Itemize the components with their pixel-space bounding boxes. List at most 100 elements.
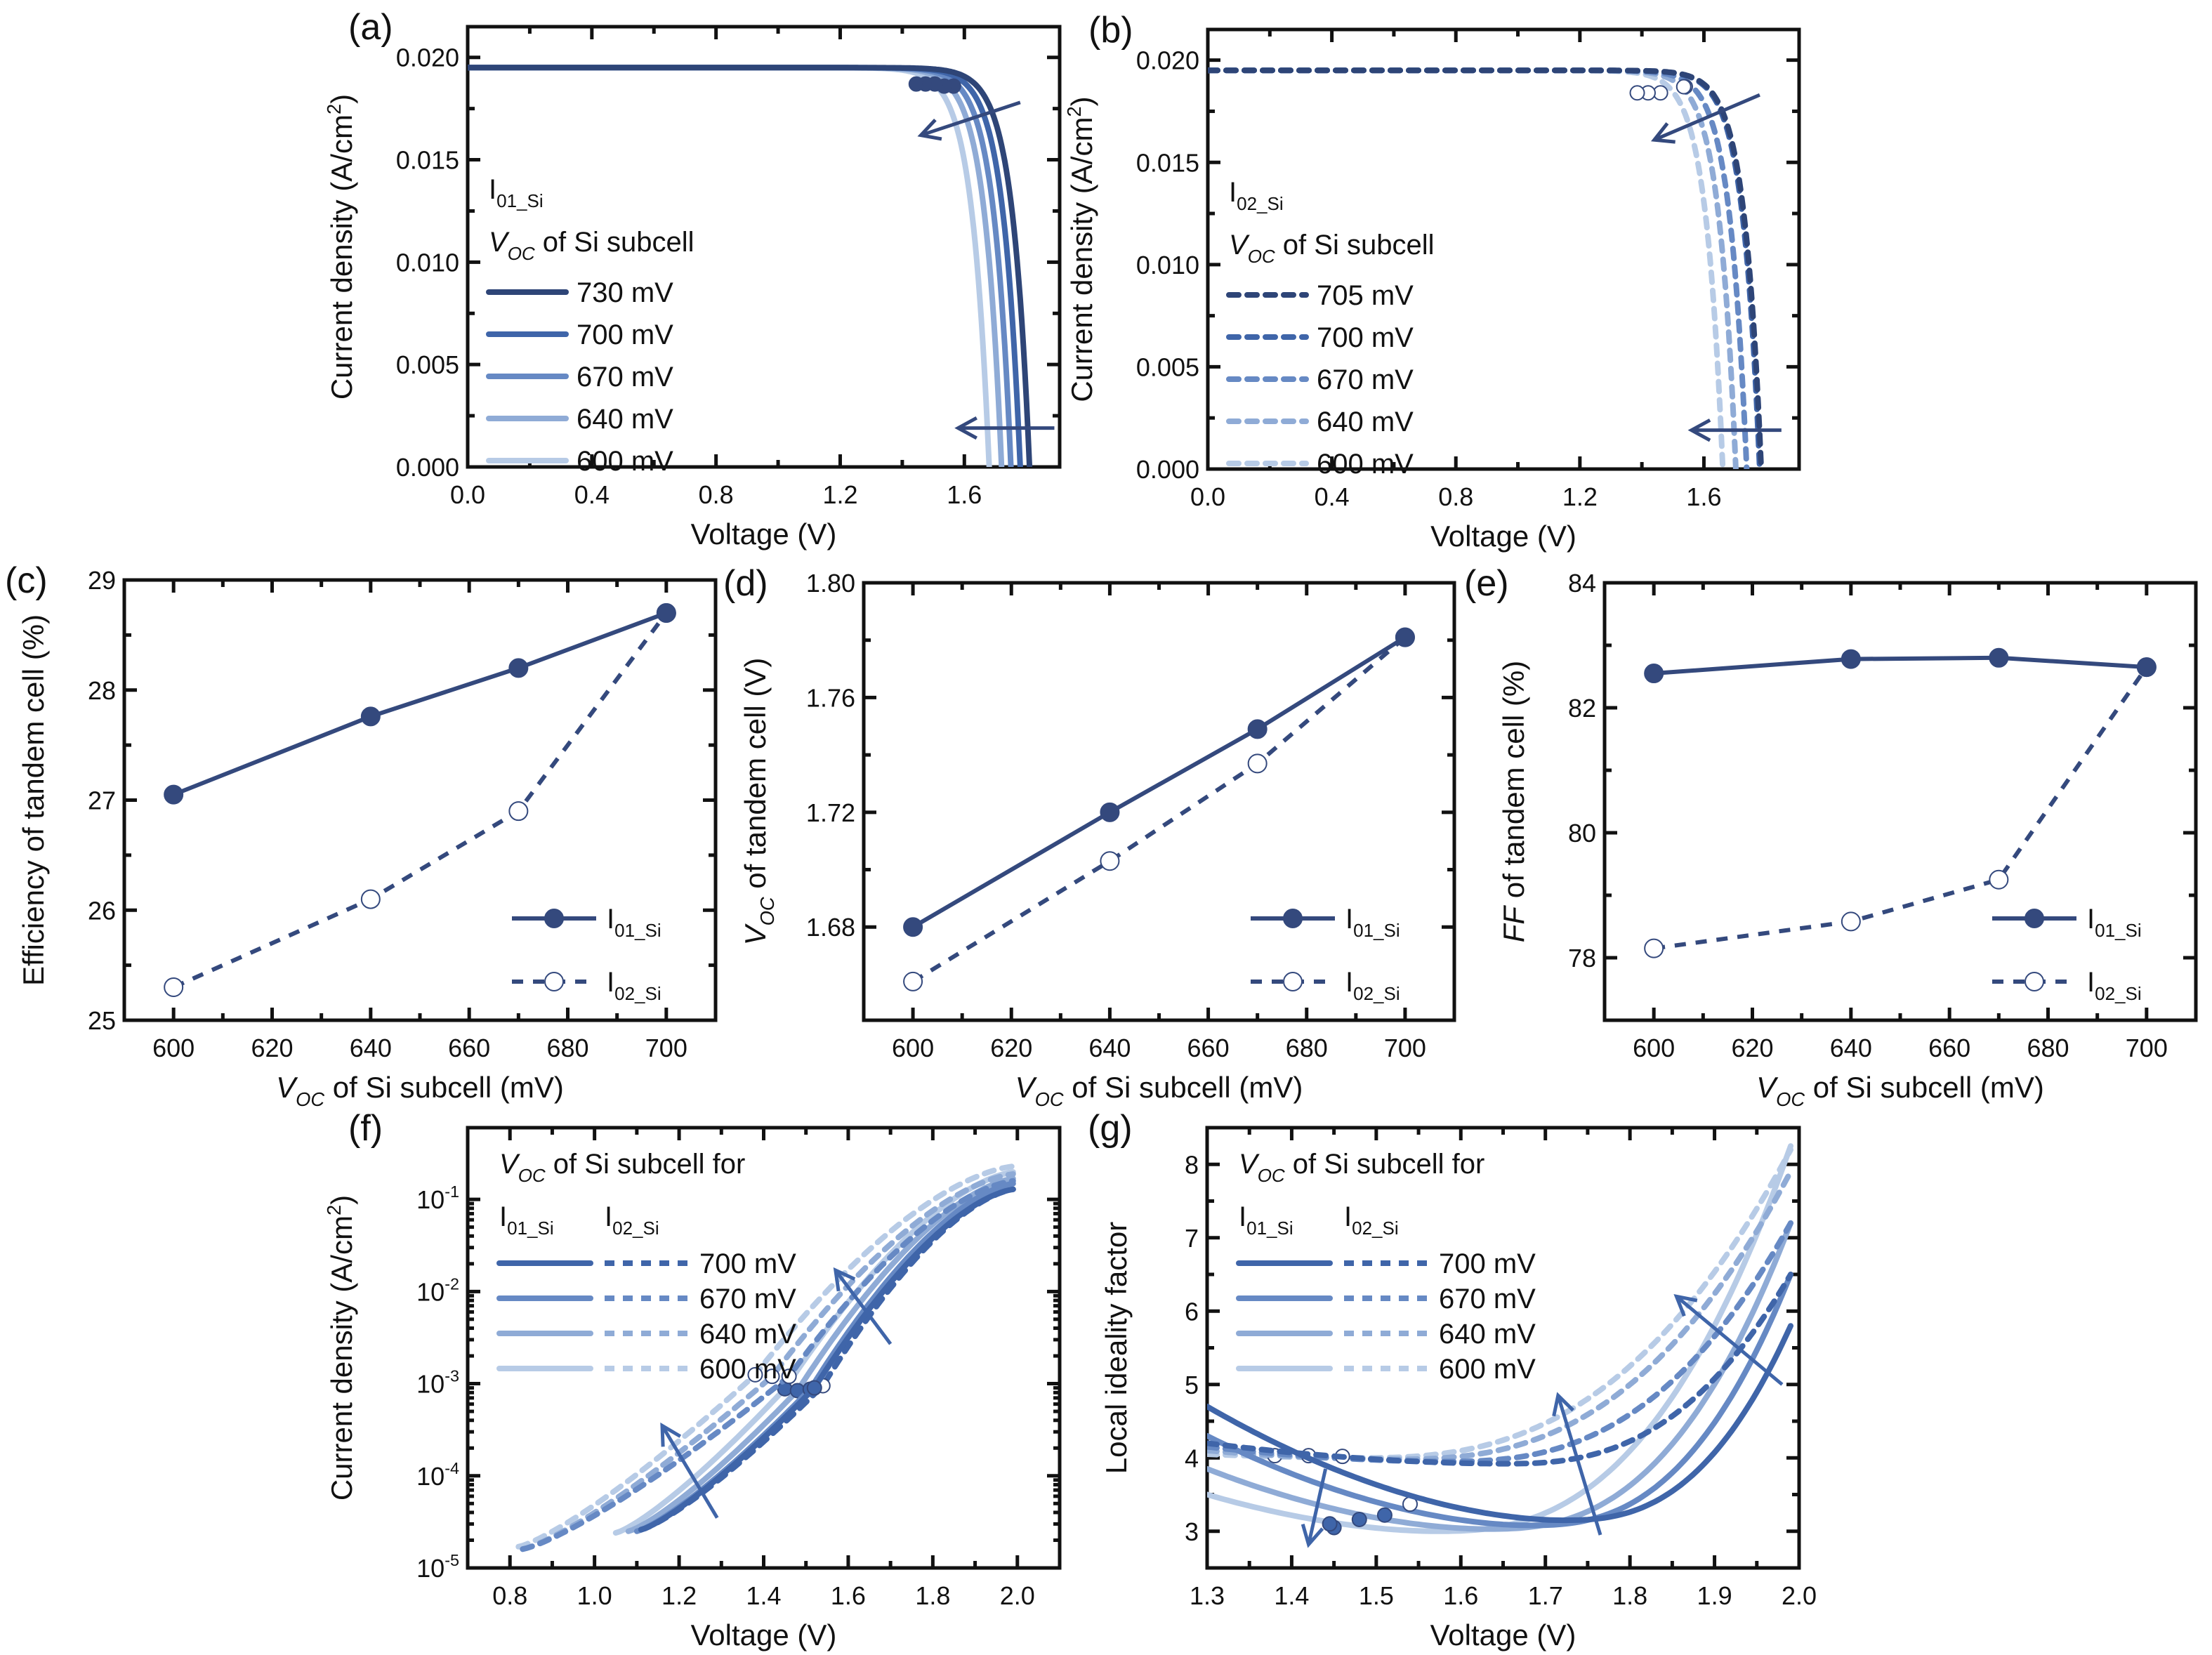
y-tick-label: 0.015 — [396, 146, 459, 175]
trend-arrow-1-head — [1687, 418, 1711, 442]
x-tick-label: 620 — [251, 1034, 293, 1062]
legend-label: I02_Si — [2087, 967, 2142, 1004]
mpp-marker — [781, 1369, 797, 1385]
data-point-I01_Si — [1644, 664, 1664, 684]
x-tick-label: 1.8 — [915, 1581, 950, 1610]
mpp-marker — [908, 76, 924, 92]
legend-label: 640 mV — [699, 1319, 796, 1350]
series-line-I01_Si — [911, 635, 1407, 929]
panel-b: 0.0 0.4 0.8 1.2 1.6 0.000 0.005 0.010 0.015 0.020… — [1063, 10, 1801, 553]
x-tick-label: 1.9 — [1697, 1581, 1732, 1610]
x-axis-title: Voltage (V) — [691, 1618, 837, 1651]
x-tick-label: 660 — [448, 1034, 490, 1062]
trend-arrow-0-shaft — [1307, 1468, 1328, 1545]
y-tick-label: 1.80 — [806, 569, 855, 598]
y-tick-label: 3 — [1185, 1517, 1199, 1546]
legend-label: 640 mV — [1317, 407, 1414, 437]
legend-label: 600 mV — [699, 1354, 796, 1385]
mpp-marker — [1322, 1516, 1338, 1532]
legend-label: I01_Si — [607, 904, 661, 941]
legend-title: VOC of Si subcell for — [1239, 1149, 1484, 1186]
x-tick-label: 0.8 — [492, 1581, 527, 1610]
series-line-730mV — [468, 65, 1033, 467]
trend-arrow-1-head — [954, 416, 977, 440]
x-tick-label: 0.0 — [450, 480, 485, 509]
trend-arrow-0-shaft — [660, 1425, 719, 1519]
x-axis-title: Voltage (V) — [691, 517, 837, 550]
data-point-I02_Si — [1841, 911, 1861, 932]
plot-area — [1208, 67, 1765, 469]
y-axis-title: FF of tandem cell (%) — [1497, 661, 1530, 942]
y-tick-label: 4 — [1185, 1444, 1199, 1472]
x-tick-label: 660 — [1187, 1034, 1230, 1062]
y-tick-label: 1.72 — [806, 798, 855, 827]
x-tick-label: 0.4 — [1315, 482, 1350, 511]
x-tick-label: 600 — [152, 1034, 195, 1062]
legend-label: 700 mV — [577, 319, 673, 350]
legend-label: 600 mV — [1439, 1354, 1536, 1385]
series-line-I01_Si — [173, 611, 667, 797]
panel-f: 0.8 1.0 1.2 1.4 1.6 1.8 2.0 10-5 10-4 10-3 10-2 10-… — [323, 1108, 1062, 1651]
legend-marker — [1283, 909, 1303, 928]
trend-arrow-2-head — [1673, 1294, 1698, 1317]
trend-arrow-0-head — [1301, 1524, 1324, 1548]
y-tick-label: 5 — [1185, 1371, 1199, 1399]
legend-marker — [544, 972, 564, 991]
data-point-I01_Si — [360, 706, 381, 727]
data-point-I01_Si — [2136, 657, 2157, 678]
y-axis-title: VOC of tandem cell (V) — [739, 658, 778, 946]
panel-d: 600 620 640 660 680 700 1.68 1.72 1.76 1.80 VOC of… — [723, 563, 1456, 1110]
legend-label: 705 mV — [1317, 280, 1414, 311]
series-solid-700mV — [1207, 1323, 1793, 1524]
x-axis-title: VOC of Si subcell (mV) — [1756, 1071, 2044, 1110]
x-tick-label: 1.6 — [947, 480, 982, 509]
y-tick-label: 0.010 — [1136, 251, 1199, 279]
plot-area — [164, 603, 676, 997]
data-point-I02_Si — [360, 889, 381, 909]
x-tick-label: 600 — [1633, 1034, 1675, 1062]
legend-col-solid: I01_Si — [1239, 1201, 1293, 1239]
trend-arrow-1-shaft — [1556, 1394, 1602, 1536]
trend-arrow-0-shaft — [1653, 93, 1760, 142]
x-tick-label: 600 — [892, 1034, 934, 1062]
trend-arrow-1-head — [833, 1267, 856, 1292]
x-axis-title: VOC of Si subcell (mV) — [1015, 1071, 1303, 1110]
x-tick-label: 620 — [1731, 1034, 1773, 1062]
plot-frame — [1206, 27, 1801, 471]
mpp-marker — [1376, 1507, 1393, 1523]
series-line-I02_Si — [172, 612, 669, 989]
data-point-I01_Si — [656, 603, 676, 624]
series-line-I01_Si — [1653, 655, 2147, 676]
y-tick-label: 10-5 — [416, 1551, 459, 1583]
y-tick-label: 10-1 — [416, 1182, 459, 1214]
data-point-I02_Si — [1100, 851, 1120, 871]
legend-col-dashed: I02_Si — [605, 1201, 659, 1239]
x-tick-label: 1.4 — [746, 1581, 781, 1610]
legend-label: 640 mV — [1439, 1319, 1536, 1350]
y-tick-label: 80 — [1568, 819, 1596, 848]
legend-label: 670 mV — [699, 1284, 796, 1314]
y-tick-label: 7 — [1185, 1224, 1199, 1253]
panel-label: (a) — [348, 7, 393, 48]
x-tick-label: 680 — [1286, 1034, 1328, 1062]
x-tick-label: 1.5 — [1359, 1581, 1394, 1610]
data-point-I02_Si — [1247, 753, 1268, 774]
x-tick-label: 1.2 — [661, 1581, 697, 1610]
panel-g: 1.3 1.4 1.5 1.6 1.7 1.8 1.9 2.0 3 4 5 6 7 8 Voltage (V… — [1088, 1108, 1817, 1651]
x-tick-label: 1.2 — [822, 480, 857, 509]
y-tick-label: 28 — [88, 676, 116, 705]
y-tick-label: 27 — [88, 786, 116, 815]
legend-label: 640 mV — [577, 404, 673, 435]
y-tick-label: 1.68 — [806, 913, 855, 942]
legend-label: 670 mV — [577, 362, 673, 393]
trend-arrow-0-head — [1651, 122, 1676, 144]
legend-label: 700 mV — [1439, 1248, 1536, 1279]
panel-label: (c) — [5, 560, 48, 601]
x-tick-label: 700 — [1384, 1034, 1426, 1062]
x-tick-label: 680 — [2027, 1034, 2069, 1062]
x-tick-label: 620 — [990, 1034, 1032, 1062]
plot-area — [1644, 647, 2157, 958]
legend-label: I01_Si — [2087, 904, 2142, 941]
panel-label: (f) — [348, 1108, 383, 1149]
